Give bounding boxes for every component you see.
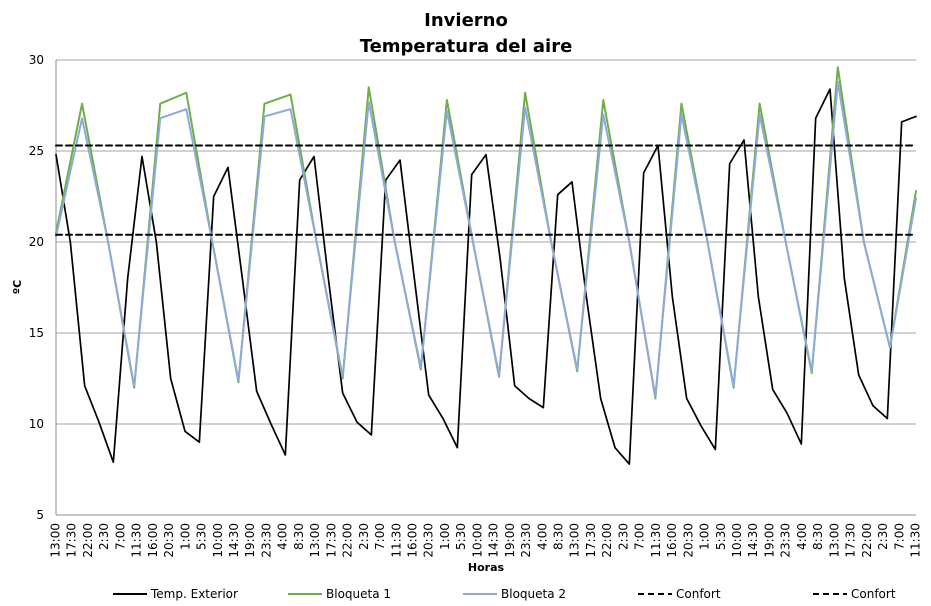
x-tick-label-41: 5:30 (714, 523, 728, 550)
x-tick-label-16: 13:00 (308, 523, 322, 558)
series-layer (55, 66, 917, 465)
x-tick-label-8: 1:00 (178, 523, 192, 550)
x-tick-label-22: 16:00 (405, 523, 419, 558)
y-tick-label-4: 25 (29, 144, 44, 158)
series-line-2 (55, 80, 917, 398)
x-tick-label-10: 10:00 (211, 523, 225, 558)
x-tick-label-2: 22:00 (81, 523, 95, 558)
x-tick-label-42: 10:00 (730, 523, 744, 558)
x-tick-label-53: 11:30 (909, 523, 923, 558)
legend: Temp. Exterior Bloqueta 1 Bloqueta 2 Confor… (113, 587, 896, 601)
x-tick-label-9: 5:30 (195, 523, 209, 550)
x-tick-label-51: 2:30 (876, 523, 890, 550)
x-tick-label-27: 14:30 (487, 523, 501, 558)
y-tick-label-5: 30 (29, 53, 44, 67)
x-tick-label-7: 20:30 (162, 523, 176, 558)
x-tick-label-39: 20:30 (681, 523, 695, 558)
legend-label-0: Temp. Exterior (150, 587, 238, 601)
legend-label-1: Bloqueta 1 (326, 587, 391, 601)
chart-subtitle: Temperatura del aire (360, 36, 573, 57)
x-tick-label-17: 17:30 (324, 523, 338, 558)
y-axis-label: ºC (11, 280, 24, 294)
x-axis-label: Horas (468, 561, 505, 574)
x-tick-label-32: 13:00 (568, 523, 582, 558)
x-tick-label-26: 10:00 (470, 523, 484, 558)
x-tick-label-3: 2:30 (97, 523, 111, 550)
x-tick-label-37: 11:30 (649, 523, 663, 558)
x-tick-label-36: 7:00 (633, 523, 647, 550)
x-tick-label-29: 23:30 (519, 523, 533, 558)
x-tick-label-11: 14:30 (227, 523, 241, 558)
legend-label-2: Bloqueta 2 (501, 587, 566, 601)
x-tick-label-19: 2:30 (357, 523, 371, 550)
x-tick-label-48: 13:00 (827, 523, 841, 558)
x-tick-label-43: 14:30 (746, 523, 760, 558)
y-tick-label-3: 20 (29, 235, 44, 249)
x-tick-label-25: 5:30 (454, 523, 468, 550)
x-tick-label-31: 8:30 (552, 523, 566, 550)
x-tick-label-50: 22:00 (860, 523, 874, 558)
gridlines (55, 59, 916, 516)
x-tick-label-28: 19:00 (503, 523, 517, 558)
x-tick-label-33: 17:30 (584, 523, 598, 558)
x-tick-label-34: 22:00 (600, 523, 614, 558)
x-tick-label-20: 7:00 (373, 523, 387, 550)
y-tick-label-1: 10 (29, 417, 44, 431)
legend-label-3: Confort (676, 587, 721, 601)
x-tick-label-30: 4:00 (535, 523, 549, 550)
series-line-0 (55, 88, 917, 465)
chart-title: Invierno (424, 10, 508, 31)
y-axis-ticks: 5 10 15 20 25 30 (29, 53, 44, 522)
x-tick-label-4: 7:00 (113, 523, 127, 550)
x-tick-label-44: 19:00 (762, 523, 776, 558)
x-tick-label-35: 2:30 (616, 523, 630, 550)
x-tick-label-12: 19:00 (243, 523, 257, 558)
series-line-1 (55, 66, 917, 400)
x-tick-label-38: 16:00 (665, 523, 679, 558)
x-tick-label-24: 1:00 (438, 523, 452, 550)
x-tick-label-15: 8:30 (292, 523, 306, 550)
x-tick-label-45: 23:30 (779, 523, 793, 558)
y-tick-label-2: 15 (29, 326, 44, 340)
x-tick-label-52: 7:00 (892, 523, 906, 550)
x-tick-label-40: 1:00 (698, 523, 712, 550)
x-tick-label-5: 11:30 (130, 523, 144, 558)
x-axis-ticks: 13:00 17:30 22:00 2:30 7:00 11:30 16:00 20:30 1:… (49, 523, 923, 558)
x-tick-label-46: 4:00 (795, 523, 809, 550)
x-tick-label-13: 23:30 (259, 523, 273, 558)
x-tick-label-21: 11:30 (389, 523, 403, 558)
x-tick-label-23: 20:30 (422, 523, 436, 558)
x-tick-label-1: 17:30 (65, 523, 79, 558)
x-tick-label-6: 16:00 (146, 523, 160, 558)
y-tick-label-0: 5 (36, 508, 44, 522)
x-tick-label-0: 13:00 (49, 523, 63, 558)
x-tick-label-18: 22:00 (341, 523, 355, 558)
x-tick-label-47: 8:30 (811, 523, 825, 550)
x-tick-label-14: 4:00 (276, 523, 290, 550)
x-tick-label-49: 17:30 (844, 523, 858, 558)
legend-label-4: Confort (851, 587, 896, 601)
